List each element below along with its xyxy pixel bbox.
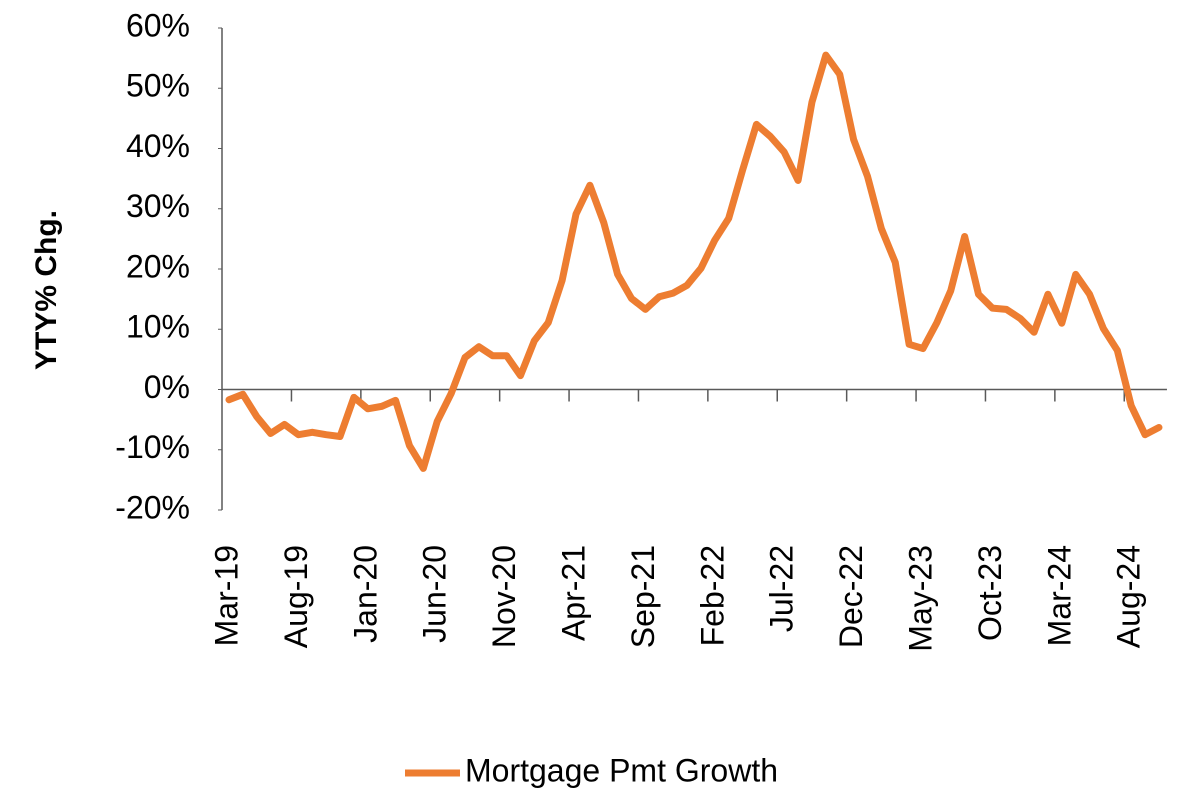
x-tick-label: Dec-22 [833, 545, 869, 648]
x-tick-label: Oct-23 [972, 545, 1008, 641]
y-tick-label: -20% [115, 489, 190, 525]
series-line [225, 51, 1163, 472]
legend-label: Mortgage Pmt Growth [465, 752, 778, 788]
x-tick-label: Mar-24 [1041, 545, 1077, 646]
y-tick-label: 0% [144, 369, 190, 405]
x-tick-label: Jun-20 [417, 545, 453, 643]
y-tick-label: 20% [126, 248, 190, 284]
y-tick-label: 60% [126, 7, 190, 43]
x-tick-label: Jan-20 [347, 545, 383, 643]
x-tick-label: Apr-21 [555, 545, 591, 641]
x-tick-label: Aug-19 [278, 545, 314, 648]
y-tick-label: 30% [126, 188, 190, 224]
x-tick-label: Sep-21 [625, 545, 661, 648]
x-tick-label: May-23 [902, 545, 938, 652]
y-tick-label: 10% [126, 309, 190, 345]
y-tick-label: 40% [126, 128, 190, 164]
y-tick-label: 50% [126, 68, 190, 104]
x-tick-label: Jul-22 [764, 545, 800, 632]
x-tick-label: Feb-22 [694, 545, 730, 646]
x-tick-label: Nov-20 [486, 545, 522, 648]
y-tick-label: -10% [115, 429, 190, 465]
x-tick-label: Mar-19 [208, 545, 244, 646]
y-axis-label: YTY% Chg. [30, 210, 63, 370]
x-tick-label: Aug-24 [1111, 545, 1147, 648]
